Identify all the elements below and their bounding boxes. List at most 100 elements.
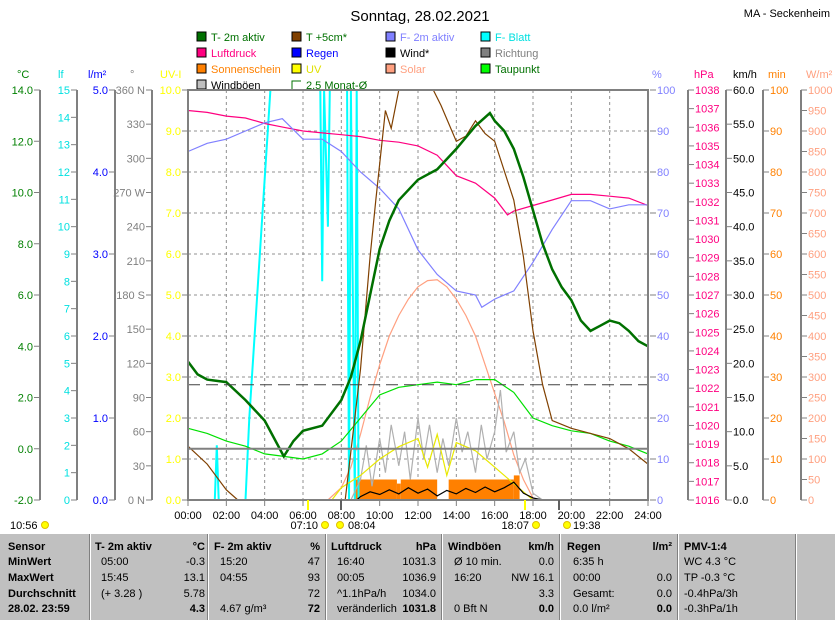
column-divider	[325, 534, 327, 620]
axis-unit: UV-I	[160, 69, 181, 81]
tick-label: 900	[808, 126, 826, 138]
legend-swatch	[291, 31, 302, 42]
legend-item: F- 2m aktiv	[385, 31, 455, 44]
astro-row: 10:56 07:10 08:04 18:07 19:38	[10, 500, 601, 532]
cell-value: 1031.8	[402, 603, 436, 615]
tick-label: 1016	[695, 495, 719, 507]
axis-unit: l/m²	[88, 69, 107, 81]
tick-label: 200	[808, 413, 826, 425]
row-label: Durchschnitt	[8, 588, 76, 600]
tick-label: 180 S	[116, 290, 145, 302]
tick-label: 5	[64, 358, 70, 370]
legend-item: Richtung	[480, 47, 538, 60]
moonset-icon	[336, 521, 344, 529]
cell-value: -0.3	[186, 556, 205, 568]
tick-label: 120	[127, 358, 145, 370]
cell-label: 0 Bft N	[454, 603, 488, 615]
axis-uv: UV-I 10.0 9.0 8.0 7.0 6.0 5.0 4.0 3.0 2.0 1.0 0.0	[160, 69, 188, 507]
tick-label: 15.0	[733, 393, 754, 405]
tick-label: 6.0	[166, 249, 181, 261]
x-tick-label: 20:00	[558, 510, 586, 522]
tick-label: 6.0	[18, 290, 33, 302]
tick-label: 1027	[695, 290, 719, 302]
sunshine-bar	[400, 479, 438, 500]
legend-item: T- 2m aktiv	[196, 31, 265, 44]
stats-table: Sensor MinWert MaxWert Durchschnitt 28.02. 2…	[0, 534, 835, 620]
x-tick-label: 10:00	[366, 510, 394, 522]
x-tick-label: 16:00	[481, 510, 509, 522]
axis-unit: min	[768, 69, 786, 81]
axis-wind: km/h 60.0 55.0 50.0 45.0 40.0 35.0 30.0 25.0 20.0…	[725, 69, 757, 507]
axis-unit: km/h	[733, 69, 757, 81]
legend-swatch	[196, 47, 207, 58]
column-divider	[441, 534, 443, 620]
column-unit: hPa	[415, 541, 436, 553]
x-tick-label: 14:00	[443, 510, 471, 522]
cell-label: Ø 10 min.	[454, 556, 502, 568]
legend-swatch	[196, 63, 207, 74]
cell-label: 05:00	[101, 556, 129, 568]
tick-label: 1035	[695, 141, 719, 153]
tick-label: 60	[770, 249, 782, 261]
legend-label: F- 2m aktiv	[400, 32, 455, 44]
legend-swatch	[480, 63, 491, 74]
axis-temp: °C 14.0 12.0 10.0 8.0 6.0 4.0 2.0 0.0 -2.0	[12, 69, 41, 507]
tick-label: 150	[127, 324, 145, 336]
tick-label: 30	[770, 372, 782, 384]
series-luftdruck	[187, 109, 649, 216]
tick-label: 7	[64, 304, 70, 316]
tick-label: 450	[808, 311, 826, 323]
x-tick-label: 24:00	[634, 510, 662, 522]
astro-moon_left: 10:56	[10, 520, 38, 532]
legend-swatch	[385, 31, 396, 42]
tick-label: 500	[808, 290, 826, 302]
axis-unit: %	[652, 69, 662, 81]
tick-label: 750	[808, 188, 826, 200]
tick-label: 360 N	[116, 85, 145, 97]
legend-swatch	[480, 47, 491, 58]
astro-moonrise: 19:38	[573, 520, 601, 532]
tick-label: 10.0	[733, 427, 754, 439]
cell-label: 6:35 h	[573, 556, 604, 568]
tick-label: 12.0	[12, 136, 33, 148]
tick-label: 2.0	[93, 331, 108, 343]
cell-label: (+ 3.28 )	[101, 588, 143, 600]
column-divider	[207, 534, 209, 620]
legend-swatch	[291, 63, 302, 74]
cell-label: -0.3hPa/1h	[684, 603, 738, 615]
x-tick-label: 02:00	[213, 510, 241, 522]
cell-value: 0.0	[656, 603, 672, 615]
cell-value: 4.3	[189, 603, 205, 615]
tick-label: 0	[64, 495, 70, 507]
tick-label: 80	[770, 167, 782, 179]
tick-label: 4.0	[93, 167, 108, 179]
tick-label: 8	[64, 276, 70, 288]
tick-label: 8.0	[166, 167, 181, 179]
legend-item: Regen	[291, 47, 338, 60]
axis-unit: W/m²	[806, 69, 833, 81]
tick-label: 550	[808, 270, 826, 282]
tick-label: 3	[64, 413, 70, 425]
tick-label: 850	[808, 147, 826, 159]
cell-value: 13.1	[183, 572, 205, 584]
column-header: Windböen	[448, 541, 502, 553]
tick-label: 14.0	[12, 85, 33, 97]
legend-swatch	[291, 80, 301, 90]
tick-label: 60	[133, 427, 145, 439]
tick-label: 0.0	[166, 495, 181, 507]
tick-label: 240	[127, 222, 145, 234]
legend-item: Taupunkt	[480, 63, 540, 76]
tick-label: 30	[657, 372, 669, 384]
legend-swatch	[480, 31, 491, 42]
tick-label: 600	[808, 249, 826, 261]
tick-label: 9.0	[166, 126, 181, 138]
tick-label: 0	[657, 495, 663, 507]
cell-value: 5.78	[183, 588, 205, 600]
legend-swatch	[291, 47, 302, 58]
tick-label: 4.0	[18, 341, 33, 353]
tick-label: 1022	[695, 383, 719, 395]
tick-label: 1029	[695, 253, 719, 265]
tick-label: 1020	[695, 420, 719, 432]
